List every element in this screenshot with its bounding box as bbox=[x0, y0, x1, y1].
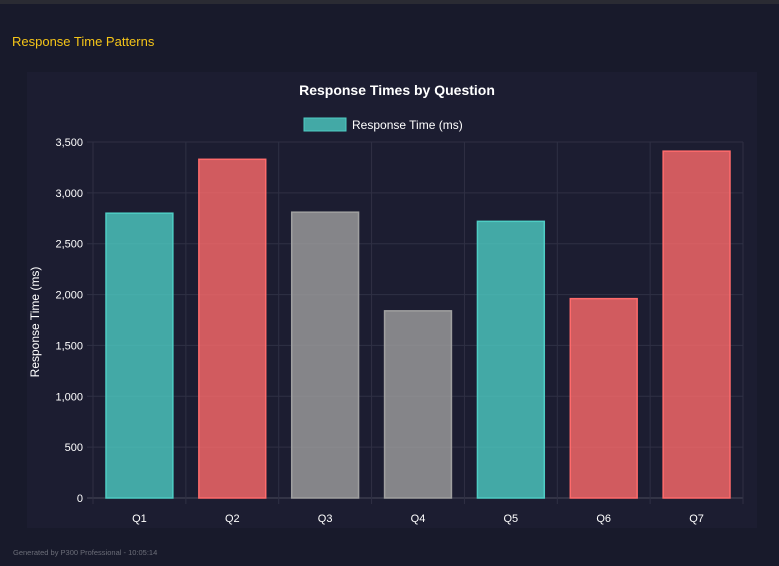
bar-q1[interactable] bbox=[105, 212, 174, 499]
y-tick-label: 500 bbox=[65, 442, 83, 454]
chart-title: Response Times by Question bbox=[299, 82, 495, 98]
legend-swatch[interactable] bbox=[303, 117, 347, 132]
y-tick-label: 1,000 bbox=[55, 391, 83, 403]
x-tick-label: Q1 bbox=[132, 513, 147, 525]
bar-q3[interactable] bbox=[290, 211, 360, 499]
y-tick-label: 3,500 bbox=[55, 137, 83, 149]
y-tick-label: 3,000 bbox=[55, 188, 83, 200]
top-bar bbox=[0, 0, 779, 4]
section-title: Response Time Patterns bbox=[12, 34, 155, 49]
bar-q2[interactable] bbox=[198, 158, 267, 499]
legend-label[interactable]: Response Time (ms) bbox=[352, 118, 463, 132]
y-tick-label: 2,000 bbox=[55, 290, 83, 302]
y-tick-label: 1,500 bbox=[55, 340, 83, 352]
x-tick-label: Q4 bbox=[411, 513, 426, 525]
x-tick-label: Q3 bbox=[318, 513, 333, 525]
x-tick-label: Q7 bbox=[689, 513, 704, 525]
bar-q7[interactable] bbox=[662, 150, 731, 499]
footer-text: Generated by P300 Professional - 10:05:1… bbox=[13, 548, 158, 557]
bar-q4[interactable] bbox=[383, 310, 453, 499]
bar-chart: Response Times by Question Response Time… bbox=[28, 82, 744, 525]
y-tick-label: 2,500 bbox=[55, 239, 83, 251]
y-axis-label: Response Time (ms) bbox=[28, 267, 42, 378]
y-tick-label: 0 bbox=[77, 493, 83, 505]
x-tick-label: Q6 bbox=[596, 513, 611, 525]
bar-q5[interactable] bbox=[476, 220, 546, 499]
x-tick-label: Q5 bbox=[504, 513, 519, 525]
bar-q6[interactable] bbox=[569, 297, 638, 499]
chart-card: Response Times by Question Response Time… bbox=[27, 72, 757, 528]
x-tick-label: Q2 bbox=[225, 513, 240, 525]
